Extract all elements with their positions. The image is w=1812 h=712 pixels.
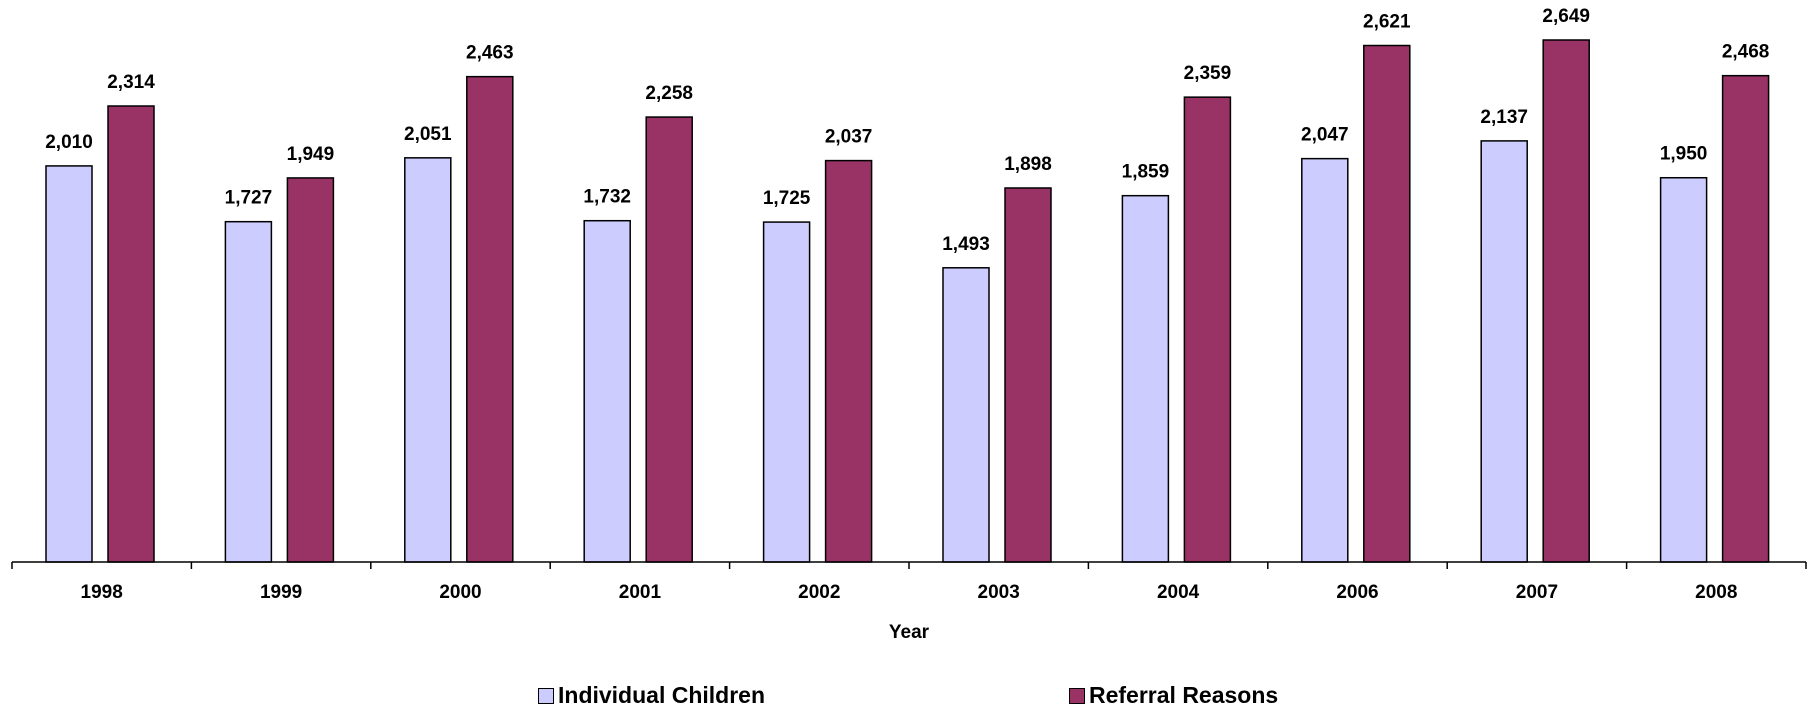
bar-individual-children [1301,157,1349,563]
bar-individual-children [762,221,811,563]
bar-referral-reasons [1542,39,1590,563]
bar-individual-children [1480,140,1528,563]
bar-individual-children [404,157,452,563]
data-label: 2,314 [107,72,155,93]
bar-individual-children [583,219,631,563]
legend-swatch-individual-children [538,687,554,704]
data-label: 1,732 [583,187,631,208]
legend-label-referral-reasons: Referral Reasons [1089,682,1279,708]
data-label: 2,051 [404,124,452,145]
bar-individual-children [1659,176,1708,563]
bar-referral-reasons [286,177,335,563]
bar-individual-children [45,165,93,563]
bar-individual-children [1121,194,1170,563]
legend-item-referral-reasons: Referral Reasons [1069,682,1278,709]
bar-referral-reasons [645,116,693,563]
data-label: 1,725 [763,188,811,209]
data-label: 2,010 [45,132,93,153]
bar-referral-reasons [1363,44,1411,563]
legend: Individual Children Referral Reasons [0,682,1812,712]
data-label: 2,137 [1480,107,1528,128]
bar-chart: 2,010 2,314 1,727 1,949 2,051 2,463 1,732 2,258… [11,6,1807,643]
bar-individual-children [224,220,273,563]
x-tick-label: 2007 [1516,582,1558,603]
bar-referral-reasons [1183,96,1232,563]
x-tick-label: 2000 [439,582,481,603]
x-tick-label: 2003 [978,582,1020,603]
data-label: 2,463 [466,43,514,64]
data-label: 1,949 [287,144,335,165]
data-label: 2,359 [1184,63,1232,84]
x-tick-label: 2008 [1695,582,1737,603]
bar-referral-reasons [824,159,873,563]
legend-item-individual-children: Individual Children [538,682,765,709]
x-axis: 1998 1999 2000 2001 2002 2003 2004 2006 2007 2008 [11,561,1807,603]
data-label: 1,493 [942,234,990,255]
data-label: 2,258 [645,83,693,104]
x-tick-label: 2004 [1157,582,1200,603]
bar-referral-reasons [107,105,155,563]
x-tick-label: 2001 [619,582,662,603]
x-tick-label: 2006 [1336,582,1378,603]
bar-referral-reasons [466,75,514,563]
data-label: 1,950 [1660,144,1708,165]
data-label: 2,621 [1363,12,1411,33]
legend-swatch-referral-reasons [1069,687,1085,704]
data-label: 2,649 [1542,6,1590,27]
bar-individual-children [942,267,990,563]
data-label: 1,859 [1122,162,1170,183]
data-label: 2,468 [1722,42,1770,63]
x-axis-title: Year [889,622,930,643]
legend-label-individual-children: Individual Children [558,682,766,708]
x-tick-label: 2002 [798,582,840,603]
data-label: 1,727 [225,188,273,209]
data-label: 2,037 [825,127,873,148]
bar-referral-reasons [1004,187,1052,563]
bars-group: 2,010 2,314 1,727 1,949 2,051 2,463 1,732 2,258… [45,6,1770,563]
x-tick-label: 1999 [260,582,302,603]
x-tick-label: 1998 [81,582,123,603]
data-label: 2,047 [1301,125,1349,146]
bar-referral-reasons [1721,74,1770,563]
data-label: 1,898 [1004,154,1052,175]
